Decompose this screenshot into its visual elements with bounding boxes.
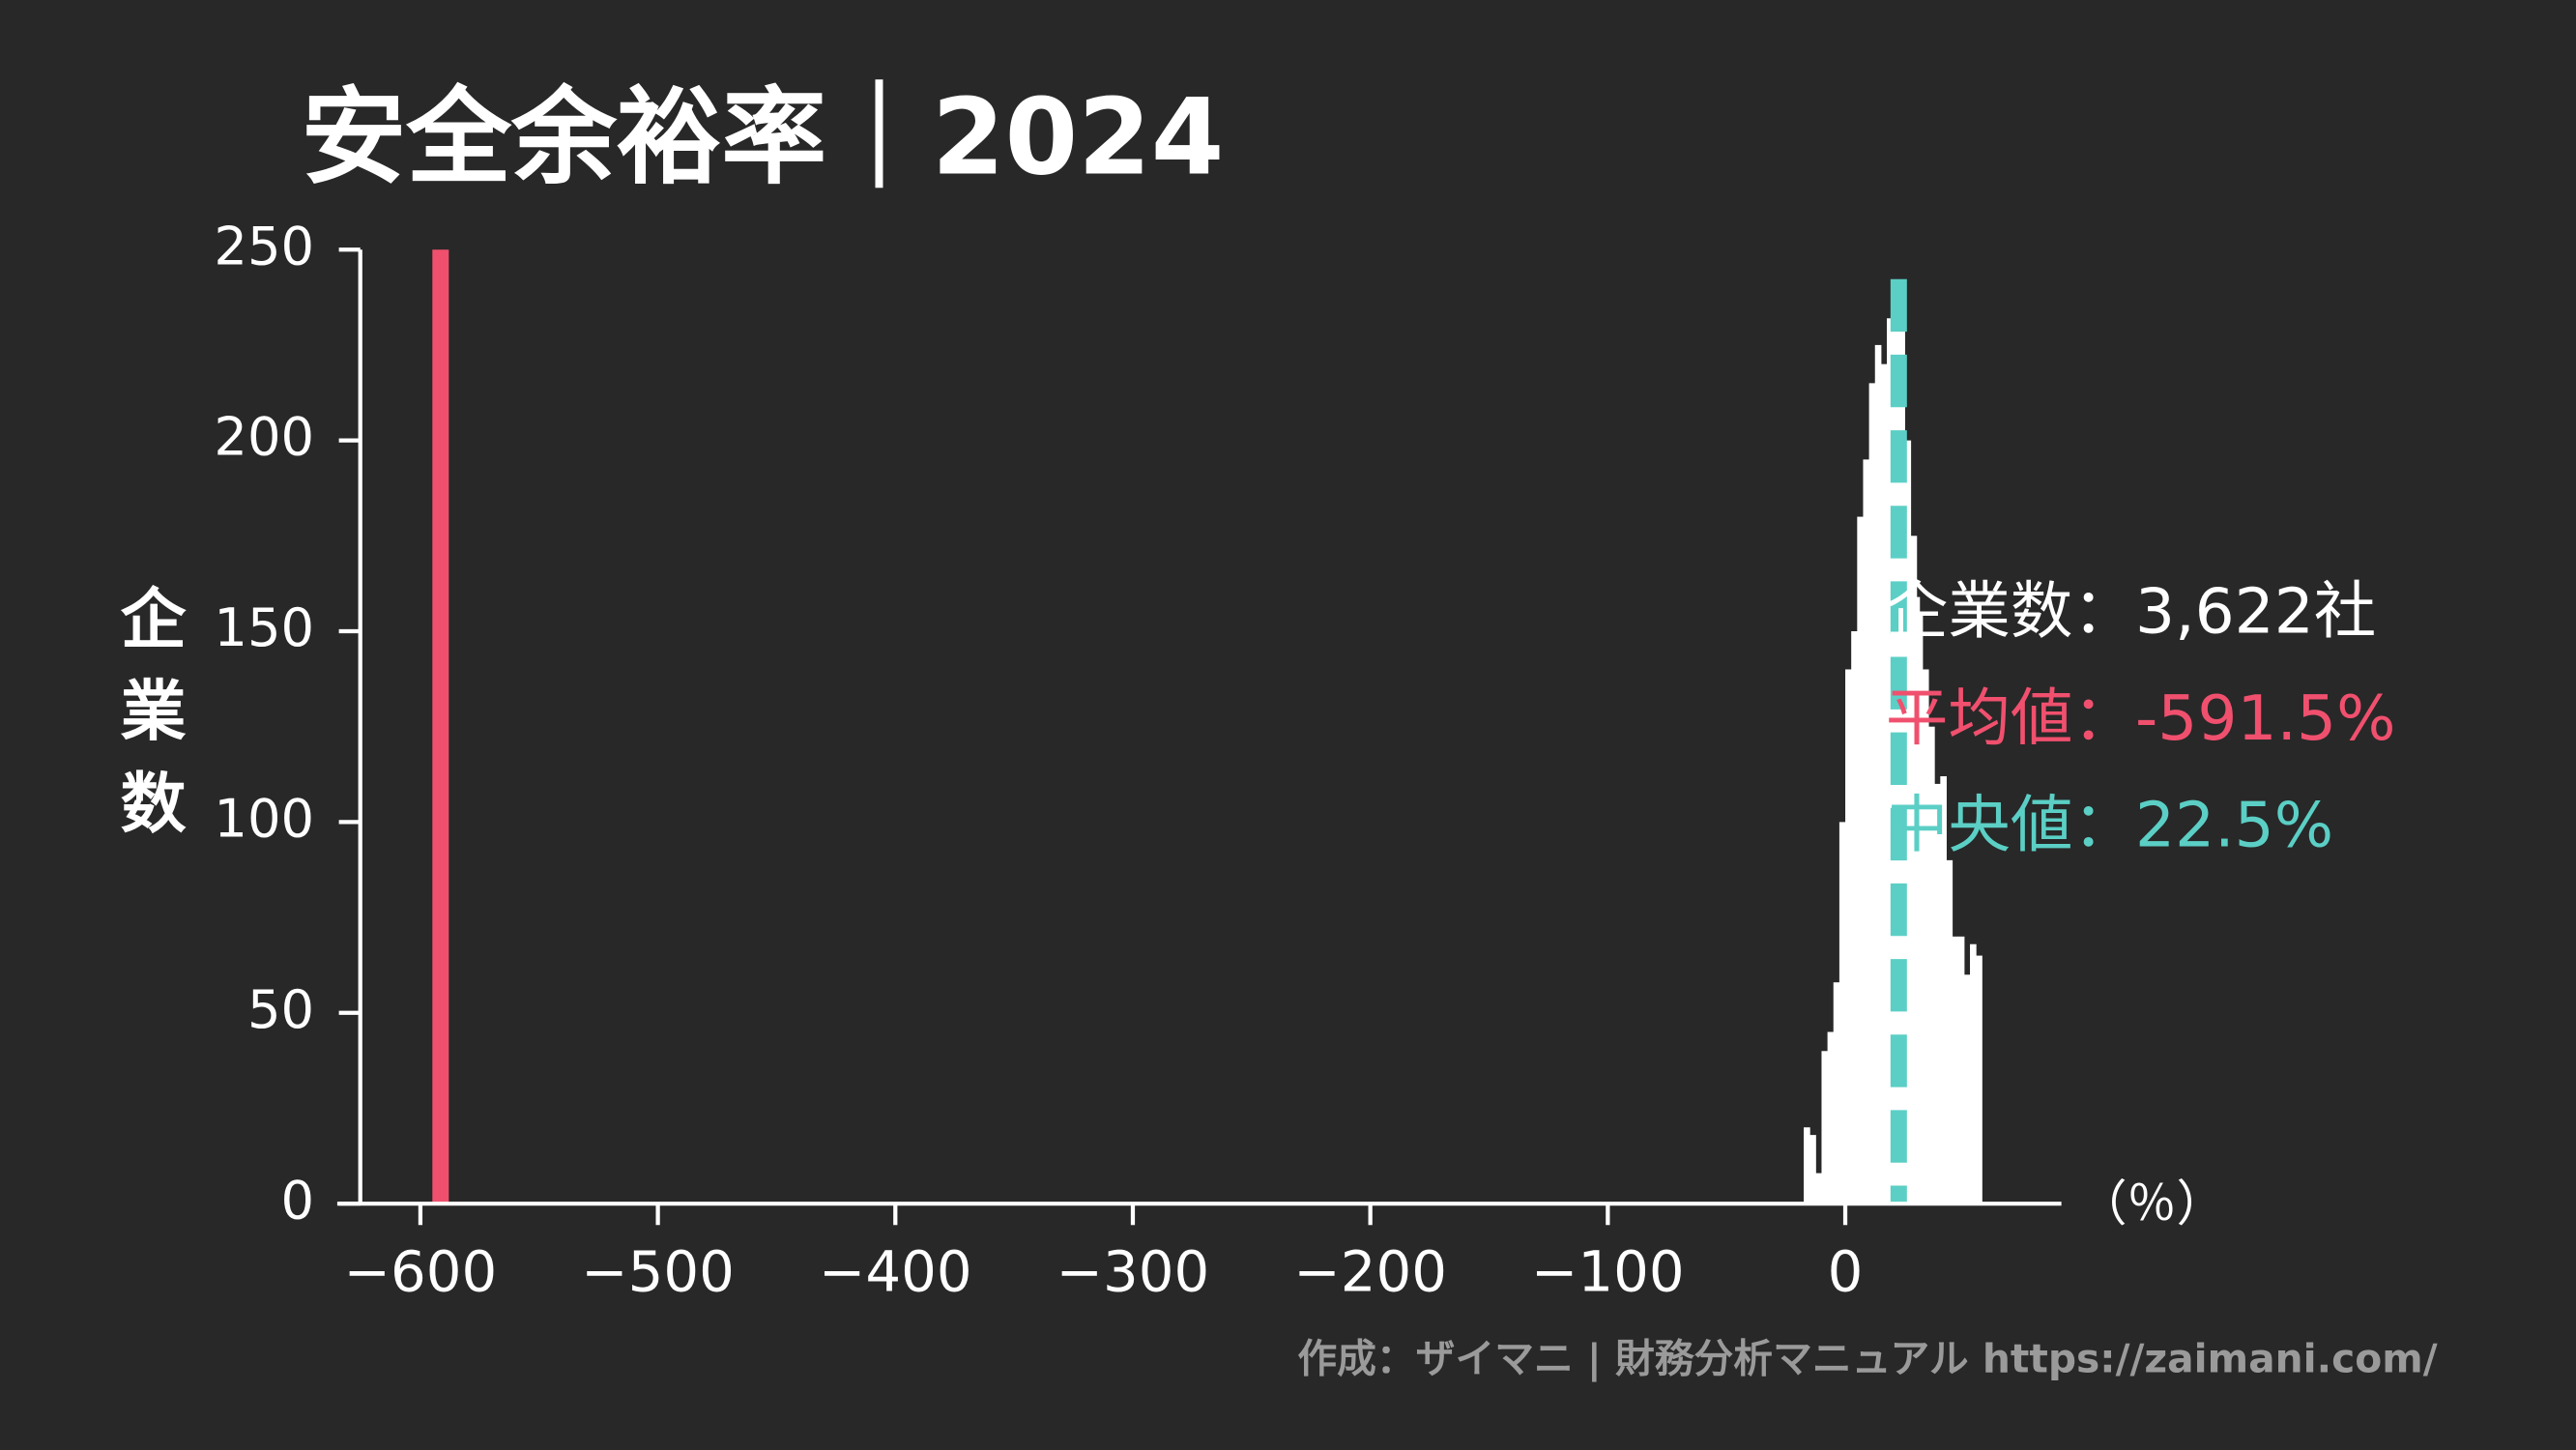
x-unit-label: （％）	[2078, 1176, 2226, 1233]
annotation: 中央値：22.5%	[1886, 789, 2333, 861]
annotation: 企業数：3,622社	[1886, 576, 2377, 649]
bar	[1821, 1051, 1829, 1204]
bar	[1874, 344, 1882, 1204]
y-tick-label: 50	[247, 979, 314, 1040]
bar	[1957, 936, 1965, 1204]
bar	[1880, 363, 1888, 1204]
x-tick-label: −200	[1293, 1239, 1447, 1305]
x-tick-label: −600	[344, 1239, 498, 1305]
bar	[1851, 631, 1858, 1204]
bar	[1845, 669, 1852, 1204]
x-tick-label: −500	[581, 1239, 735, 1305]
y-tick-label: 150	[214, 597, 314, 658]
bar	[1976, 955, 1983, 1204]
bar	[1922, 669, 1929, 1204]
bar	[1934, 783, 1941, 1204]
bar	[1970, 943, 1977, 1204]
annotation: 平均値：-591.5%	[1886, 682, 2396, 755]
bar	[1863, 459, 1870, 1204]
x-tick-label: −400	[819, 1239, 972, 1305]
y-tick-label: 100	[214, 789, 314, 850]
x-tick-label: −100	[1531, 1239, 1685, 1305]
bar	[1809, 1135, 1816, 1204]
bar	[1887, 318, 1894, 1204]
bar	[1910, 536, 1918, 1204]
bar	[1952, 936, 1959, 1204]
credit: 作成：ザイマニ | 財務分析マニュアル https://zaimani.com/	[1297, 1335, 2437, 1382]
bar	[1815, 1173, 1822, 1204]
bar	[1838, 822, 1846, 1204]
bar	[1868, 383, 1876, 1204]
bar	[1904, 440, 1912, 1204]
bar	[1804, 1127, 1810, 1204]
bar	[1963, 974, 1971, 1204]
bar	[1916, 612, 1924, 1204]
x-tick-label: 0	[1828, 1239, 1864, 1305]
bar	[1940, 776, 1947, 1204]
y-tick-label: 200	[214, 407, 314, 468]
x-tick-label: −300	[1056, 1239, 1210, 1305]
bar	[1833, 982, 1840, 1204]
y-tick-label: 250	[214, 216, 314, 276]
bar	[1928, 726, 1935, 1204]
y-tick-label: 0	[281, 1170, 315, 1231]
bar	[1946, 859, 1954, 1204]
chart-title: 安全余裕率｜2024	[302, 75, 1225, 198]
bar	[1827, 1031, 1835, 1204]
bar	[1857, 516, 1864, 1204]
y-axis-label: 企業数	[121, 582, 188, 842]
